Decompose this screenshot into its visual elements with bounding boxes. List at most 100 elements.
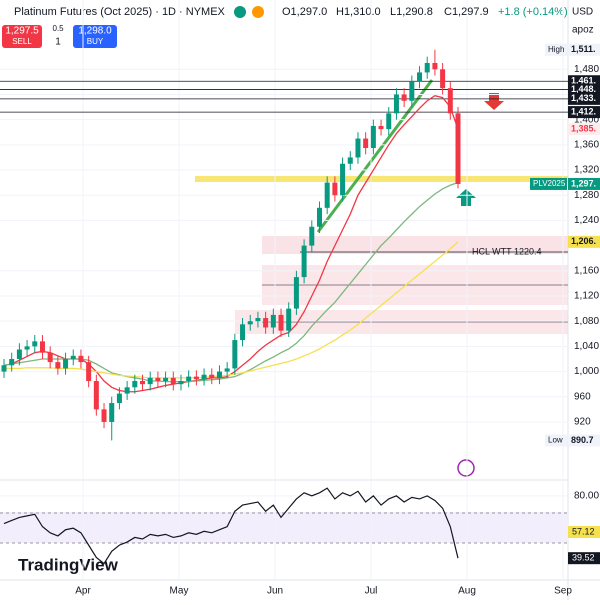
candle-body xyxy=(163,377,169,382)
candle-body xyxy=(47,352,53,363)
y-tick-label: 1,000 xyxy=(574,366,599,377)
candle-body xyxy=(55,362,61,369)
y-tick-label: 1,280 xyxy=(574,190,599,201)
candle-body xyxy=(270,314,276,328)
candle-body xyxy=(70,355,76,359)
y-tick-label: 1,120 xyxy=(574,291,599,302)
candle-body xyxy=(386,113,392,130)
y-tick-label: 1,240 xyxy=(574,215,599,226)
price-label: 1,206. xyxy=(571,236,596,246)
ohlc-close: C1,297.9 xyxy=(444,6,489,18)
price-tag-box xyxy=(530,177,567,190)
candle-body xyxy=(424,62,430,73)
y-tick-label: 1,080 xyxy=(574,316,599,327)
candle-body xyxy=(78,355,84,363)
price-label-box xyxy=(568,123,600,136)
axis-note: apoz xyxy=(572,25,594,36)
candle-body xyxy=(24,346,30,350)
candle-body xyxy=(378,125,384,130)
alert-icon[interactable] xyxy=(457,459,475,477)
candle-body xyxy=(293,277,299,309)
candle-body xyxy=(455,113,461,184)
candle-body xyxy=(309,226,315,246)
currency: USD xyxy=(572,7,593,18)
price-label: 1,297. xyxy=(571,178,596,188)
x-tick-label: Jun xyxy=(267,586,283,597)
candle-body xyxy=(86,362,92,382)
candle-body xyxy=(301,245,307,278)
candle-body xyxy=(155,377,161,382)
spread: 0.5 xyxy=(52,24,64,33)
price-label: 890.7 xyxy=(571,435,594,445)
x-tick-label: Jul xyxy=(365,586,378,597)
annotation: HCL WTT 1220.4 xyxy=(472,246,542,256)
down-arrow xyxy=(484,93,504,110)
candle-body xyxy=(1,365,7,372)
price-label: 1,448. xyxy=(571,84,596,94)
candle-body xyxy=(432,62,438,70)
candle-body xyxy=(193,376,199,380)
buy-label: BUY xyxy=(87,37,104,46)
y-tick-label: 920 xyxy=(574,417,591,428)
y-tick-label: 1,160 xyxy=(574,265,599,276)
y-tick-label: 1,400 xyxy=(574,114,599,125)
y-tick-label: 1,360 xyxy=(574,139,599,150)
y-tick-label: 1,320 xyxy=(574,165,599,176)
buy-button[interactable] xyxy=(73,25,117,48)
trend-line xyxy=(316,79,434,233)
candle-body xyxy=(216,371,222,378)
ohlc-change: +1.8 (+0.14%) xyxy=(498,6,568,18)
price-label-box xyxy=(568,92,600,105)
ohlc-open: O1,297.0 xyxy=(282,6,327,18)
candle-body xyxy=(363,138,369,148)
y-tick-label: 1,480 xyxy=(574,64,599,75)
ohlc-low: L1,290.8 xyxy=(390,6,433,18)
up-arrow xyxy=(456,189,476,206)
candle-body xyxy=(63,358,69,369)
candle-body xyxy=(170,377,176,385)
candle-body xyxy=(16,349,22,359)
indicator-label-box xyxy=(568,552,600,565)
candle-body xyxy=(232,340,238,369)
price-label-box xyxy=(568,177,600,190)
sell-price: 1,297.5 xyxy=(5,26,39,37)
candle-body xyxy=(240,324,246,341)
x-tick-label: Sep xyxy=(554,586,572,597)
candle-body xyxy=(209,374,215,378)
price-label-box xyxy=(568,43,600,56)
price-label: 1,385. xyxy=(571,123,596,133)
candle-body xyxy=(393,94,399,114)
candle-body xyxy=(93,381,99,410)
candle-body xyxy=(147,377,153,385)
price-label-box xyxy=(568,106,600,119)
candle-body xyxy=(278,314,284,331)
price-tag-box xyxy=(545,43,567,56)
zone xyxy=(195,176,568,182)
candle-body xyxy=(440,69,446,89)
candle-body xyxy=(39,341,45,353)
price-label: 1,511. xyxy=(571,44,596,54)
candle-body xyxy=(447,88,453,114)
sell-label: SELL xyxy=(12,37,32,46)
y-tick-label: 1,040 xyxy=(574,341,599,352)
price-label-box xyxy=(568,434,600,447)
x-tick-label: Apr xyxy=(75,586,91,597)
candle-body xyxy=(124,387,130,394)
indicator-label-box xyxy=(568,526,600,538)
indicator-line xyxy=(3,487,459,565)
candle-body xyxy=(32,341,38,347)
candle-body xyxy=(316,207,322,227)
price-tag-box xyxy=(545,434,567,447)
candle-body xyxy=(401,94,407,101)
candle-body xyxy=(417,72,423,82)
candle-body xyxy=(370,125,376,148)
candle-body xyxy=(109,403,115,422)
y-tick-label: 960 xyxy=(574,391,591,402)
x-tick-label: Aug xyxy=(458,586,476,597)
price-label: 1,461. xyxy=(571,76,596,86)
candle-body xyxy=(178,381,184,385)
status-dot xyxy=(252,6,264,18)
price-tag: High xyxy=(548,45,564,54)
sell-button[interactable] xyxy=(2,25,42,48)
